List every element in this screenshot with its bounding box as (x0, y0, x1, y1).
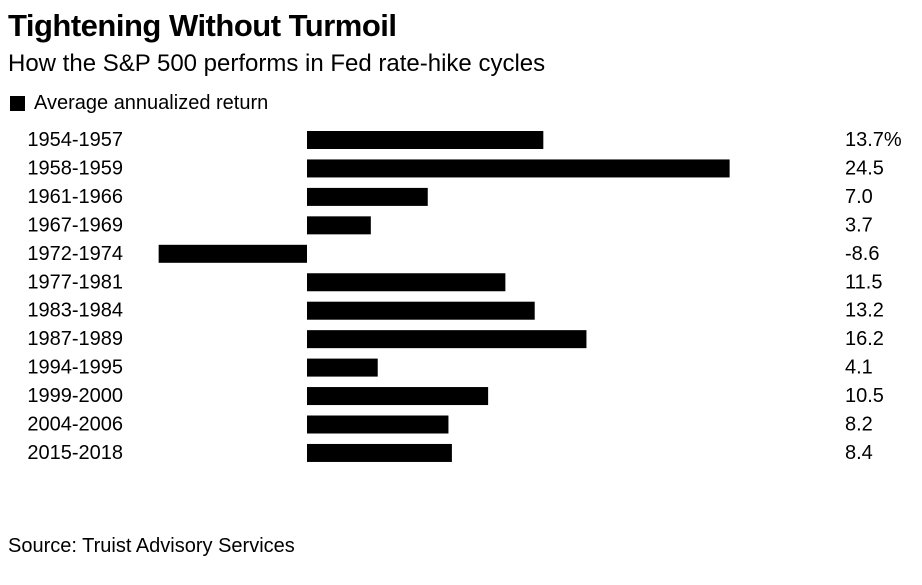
value-label: 3.7 (845, 214, 873, 236)
bar (307, 159, 730, 178)
category-label: 2015-2018 (27, 442, 123, 464)
value-label: 13.7% (845, 129, 902, 151)
bar (307, 415, 449, 434)
value-label: 4.1 (845, 357, 873, 379)
category-label: 1987-1989 (27, 328, 123, 350)
category-label: 1961-1966 (27, 186, 123, 208)
value-label: 10.5 (845, 385, 884, 407)
bar (307, 273, 506, 292)
bar (307, 443, 452, 462)
bar (307, 330, 587, 349)
value-label: 8.2 (845, 414, 873, 436)
bar (307, 187, 428, 206)
value-label: 11.5 (845, 271, 882, 293)
value-label: 7.0 (845, 186, 873, 208)
category-label: 1999-2000 (27, 385, 123, 407)
category-label: 2004-2006 (27, 414, 123, 436)
value-label: 13.2 (845, 300, 884, 322)
source-note: Source: Truist Advisory Services (8, 535, 295, 557)
bar (307, 358, 378, 377)
category-label: 1994-1995 (27, 357, 123, 379)
category-label: 1954-1957 (27, 129, 123, 151)
category-label: 1967-1969 (27, 214, 123, 236)
category-label: 1958-1959 (27, 157, 123, 179)
value-labels: 13.7% 24.5 7.0 3.7 -8.6 11.5 13.2 16.2 4.1 10.5 8.… (845, 129, 902, 464)
value-label: -8.6 (845, 243, 879, 265)
legend: Average annualized return (10, 92, 268, 115)
bars (158, 131, 730, 462)
category-label: 1972-1974 (27, 243, 123, 265)
value-label: 24.5 (845, 157, 884, 179)
category-label: 1983-1984 (27, 300, 123, 322)
bar (158, 244, 307, 263)
legend-swatch (10, 96, 25, 111)
chart-title: Tightening Without Turmoil (8, 8, 397, 43)
legend-label: Average annualized return (34, 92, 269, 114)
bar (307, 301, 535, 320)
category-labels: 1954-1957 1958-1959 1961-1966 1967-1969 1972… (27, 129, 123, 464)
bar (307, 387, 489, 406)
chart-subtitle: How the S&P 500 performs in Fed rate-hik… (8, 50, 546, 77)
bar (307, 216, 371, 235)
bar (307, 131, 544, 149)
value-label: 8.4 (845, 442, 873, 464)
category-label: 1977-1981 (27, 271, 123, 293)
value-label: 16.2 (845, 328, 884, 350)
